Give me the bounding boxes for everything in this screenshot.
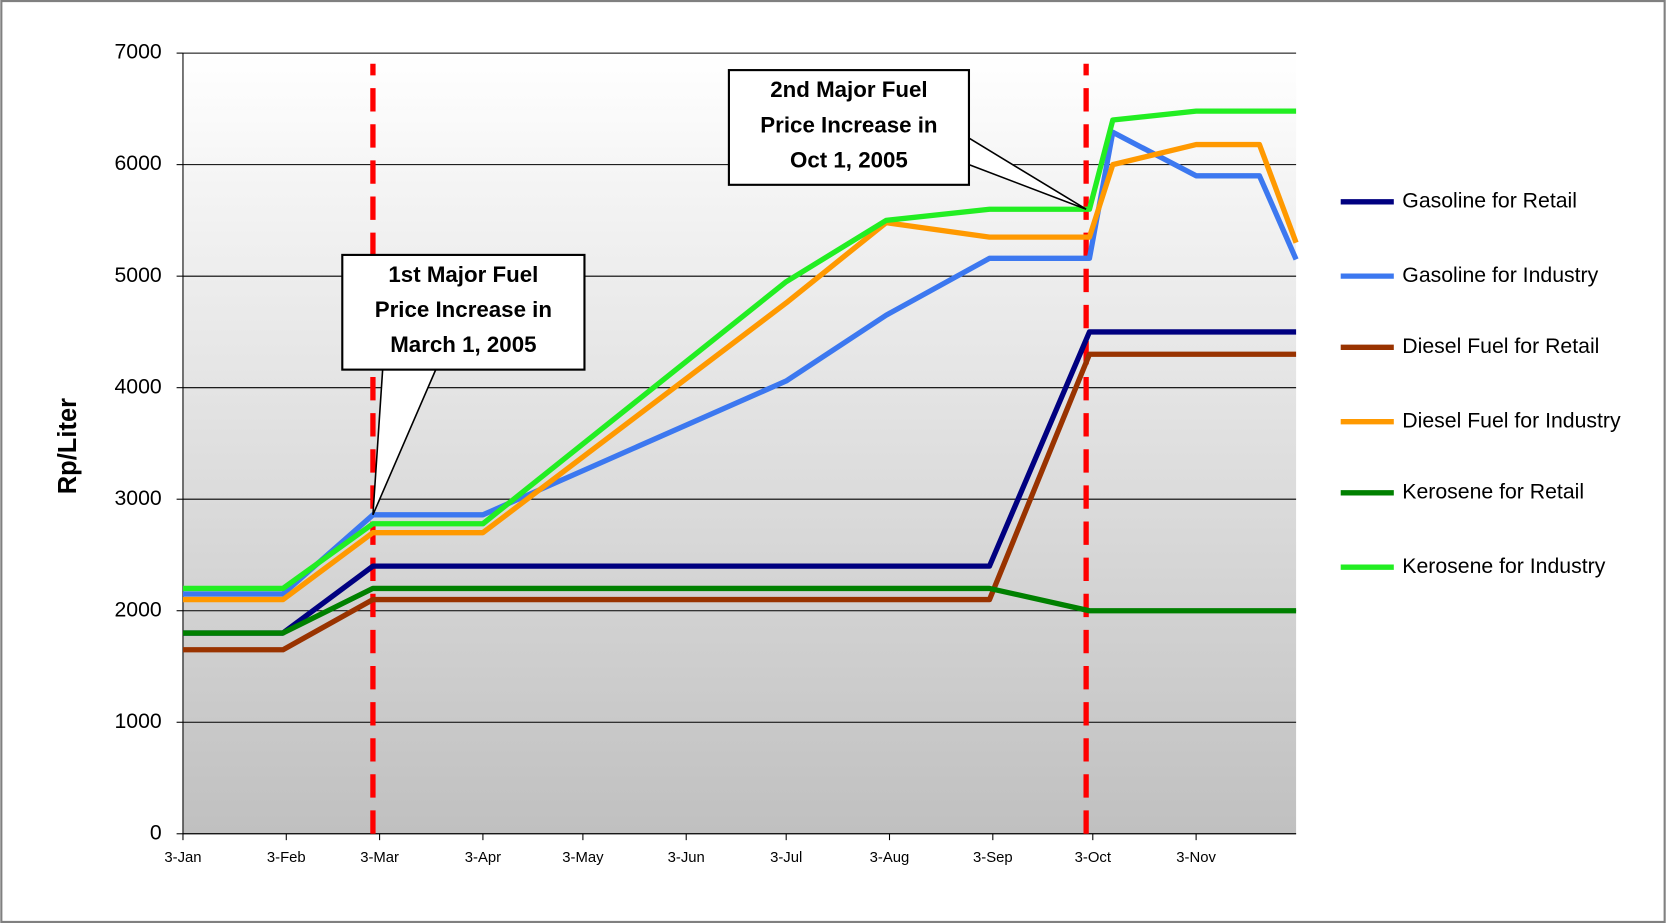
x-tick-label: 3-Jan	[164, 850, 201, 866]
annotation-text: Price Increase in	[760, 112, 937, 137]
callout-box	[727, 69, 971, 186]
y-tick-label: 0	[150, 820, 162, 844]
legend-label: Diesel Fuel for Retail	[1402, 334, 1599, 358]
x-tick-label: 3-Aug	[870, 850, 910, 866]
series-line	[182, 585, 1297, 636]
x-tick-label: 3-Mar	[360, 850, 399, 866]
y-tick-label: 4000	[114, 374, 161, 398]
x-tick-label: 3-Oct	[1075, 850, 1112, 866]
y-tick-label: 1000	[114, 709, 161, 733]
callout-pointer	[372, 369, 437, 516]
annotation-text: 2nd Major Fuel	[770, 77, 927, 102]
legend-label: Kerosene for Industry	[1402, 554, 1605, 578]
x-tick-label: 3-May	[562, 850, 604, 866]
annotation-text: Price Increase in	[375, 297, 552, 322]
y-tick-label: 2000	[114, 597, 161, 621]
x-tick-label: 3-Sep	[973, 850, 1013, 866]
x-tick-label: 3-Jul	[770, 850, 802, 866]
legend-label: Diesel Fuel for Industry	[1402, 408, 1621, 432]
y-tick-label: 6000	[114, 151, 161, 175]
x-tick-label: 3-Apr	[465, 850, 501, 866]
y-axis-label: Rp/Liter	[54, 398, 82, 494]
series-line	[182, 351, 1297, 653]
series-line	[182, 129, 1299, 597]
y-tick-label: 3000	[114, 486, 161, 510]
y-tick-label: 5000	[114, 263, 161, 287]
legend-label: Kerosene for Retail	[1402, 479, 1584, 503]
annotation-text: March 1, 2005	[390, 332, 536, 357]
series-line	[182, 141, 1299, 603]
x-tick-label: 3-Nov	[1176, 850, 1216, 866]
annotation-text: 1st Major Fuel	[388, 262, 538, 287]
x-tick-label: 3-Jun	[668, 850, 705, 866]
x-tick-label: 3-Feb	[267, 850, 306, 866]
annotation-text: Oct 1, 2005	[790, 147, 908, 172]
callout-pointer	[968, 137, 1087, 210]
legend-label: Gasoline for Industry	[1402, 263, 1598, 287]
series-line	[182, 329, 1297, 636]
y-tick-label: 7000	[114, 40, 161, 64]
legend-label: Gasoline for Retail	[1402, 188, 1577, 212]
callout-box	[341, 253, 586, 371]
series-line	[182, 108, 1297, 592]
